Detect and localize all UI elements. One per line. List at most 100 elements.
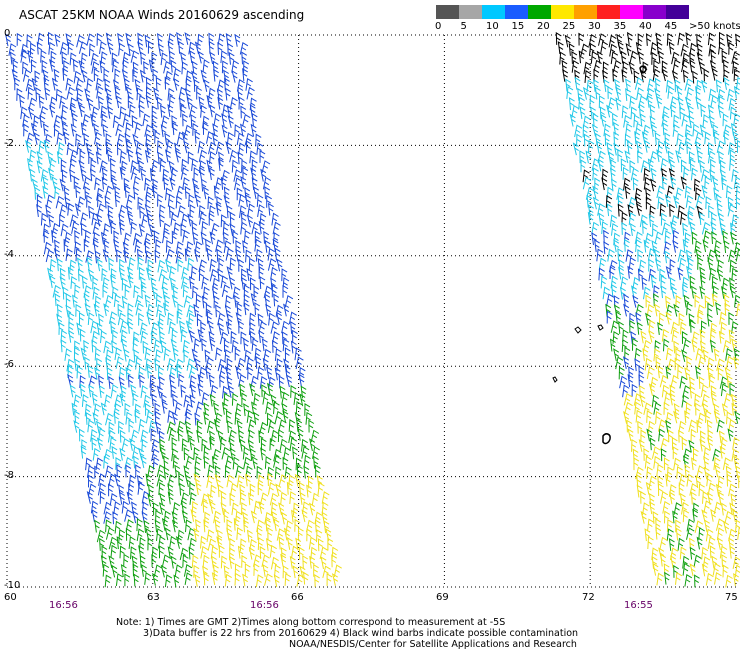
wind-barb (304, 403, 311, 416)
wind-barb (717, 88, 726, 102)
wind-barb (150, 277, 157, 291)
wind-barb (107, 204, 114, 218)
wind-barb (236, 132, 245, 146)
wind-barb (152, 68, 159, 82)
wind-barb (168, 428, 177, 442)
wind-barb (635, 304, 644, 317)
wind-barb (294, 411, 301, 425)
wind-barb (61, 51, 68, 65)
wind-barb (249, 538, 257, 552)
wind-barb (660, 553, 667, 567)
wind-barb (54, 239, 60, 253)
wind-barb (226, 266, 233, 279)
wind-barb (193, 564, 200, 578)
wind-barb (235, 312, 242, 326)
wind-barb (615, 310, 622, 324)
wind-barb (717, 212, 724, 226)
wind-barb (156, 304, 164, 317)
wind-barb (735, 248, 740, 262)
wind-barb (198, 204, 206, 218)
wind-barb (167, 40, 174, 54)
wind-barb (209, 338, 216, 351)
wind-barb (67, 373, 74, 387)
wind-barb (609, 214, 618, 228)
wind-barb (650, 274, 657, 288)
wind-barb (98, 313, 104, 327)
wind-barb (728, 97, 737, 111)
wind-barb (695, 365, 702, 379)
wind-barb (665, 419, 672, 433)
wind-barb (188, 194, 195, 208)
wind-barb (159, 545, 165, 559)
wind-barb (238, 142, 246, 156)
wind-barb (270, 429, 279, 443)
wind-barb (613, 295, 620, 309)
wind-barb (134, 122, 143, 135)
wind-barb (210, 545, 218, 559)
wind-barb (139, 322, 148, 335)
wind-barb (145, 194, 152, 208)
wind-barb (9, 51, 16, 65)
wind-barb (246, 357, 254, 371)
wind-barb (301, 509, 308, 523)
wind-barb (282, 284, 289, 298)
wind-barb (675, 527, 682, 541)
wind-barb (703, 466, 710, 480)
wind-barb (143, 60, 149, 74)
wind-barb (203, 79, 210, 92)
wind-barb (162, 168, 170, 182)
wind-barb (640, 510, 647, 524)
wind-barb (660, 437, 669, 451)
wind-barb (181, 131, 188, 145)
note-line-2: 3)Data buffer is 22 hrs from 20160629 4)… (143, 628, 579, 639)
wind-barb (209, 258, 217, 272)
wind-barb (112, 115, 120, 128)
wind-barb (151, 123, 158, 137)
wind-barb (569, 113, 576, 127)
wind-barb (27, 49, 34, 63)
wind-barb (73, 346, 80, 360)
wind-barb (151, 286, 158, 300)
wind-barb (176, 310, 183, 324)
wind-barb (173, 222, 181, 236)
wind-barb (281, 268, 288, 282)
wind-barb (711, 275, 718, 289)
wind-barb (119, 106, 127, 119)
wind-barb (715, 483, 722, 497)
wind-barb (251, 177, 258, 191)
wind-barb (264, 239, 271, 253)
wind-barb (286, 537, 293, 550)
wind-barb (652, 223, 659, 237)
wind-barb (184, 248, 191, 262)
wind-barb (64, 348, 72, 361)
wind-barb (649, 492, 655, 506)
wind-barb (331, 573, 339, 586)
wind-barb (96, 32, 103, 46)
island-outline (597, 324, 604, 331)
wind-barb (624, 133, 631, 147)
wind-barb (646, 428, 653, 442)
wind-barb (158, 366, 164, 380)
wind-barb (729, 545, 736, 559)
wind-barb (583, 61, 592, 75)
wind-barb (194, 455, 202, 469)
wind-barb (80, 347, 87, 361)
wind-barb (699, 340, 706, 354)
wind-barb (665, 265, 672, 279)
wind-barb (612, 68, 619, 82)
wind-barb (182, 177, 190, 190)
wind-barb (655, 32, 662, 46)
wind-barb (51, 77, 58, 91)
wind-barb (193, 473, 200, 487)
wind-barb (731, 402, 738, 416)
wind-barb (164, 574, 173, 588)
wind-barb (120, 564, 127, 577)
wind-barb (726, 33, 733, 47)
wind-barb (578, 32, 585, 46)
wind-barb (640, 160, 650, 173)
wind-barb (651, 51, 658, 65)
wind-barb (229, 537, 236, 551)
wind-barb (657, 321, 664, 335)
wind-barb (128, 474, 136, 488)
wind-barb (94, 347, 102, 361)
